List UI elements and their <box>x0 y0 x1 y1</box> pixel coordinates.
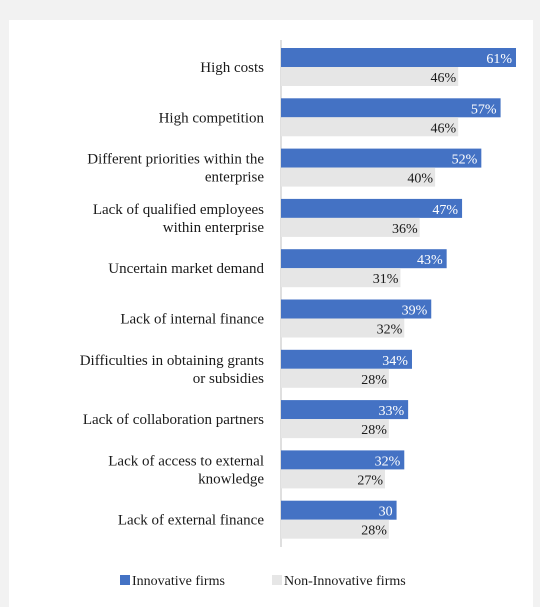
legend-label-non-innovative: Non-Innovative firms <box>284 574 406 589</box>
data-label-innovative: 33% <box>378 404 404 419</box>
data-label-non-innovative: 27% <box>357 473 383 488</box>
bar-non-innovative <box>281 368 389 388</box>
data-label-innovative: 43% <box>417 253 443 268</box>
bar-innovative <box>281 98 501 118</box>
data-label-non-innovative: 36% <box>392 222 418 237</box>
bar-non-innovative <box>281 268 401 288</box>
data-label-non-innovative: 28% <box>361 373 387 388</box>
category-label: or subsidies <box>193 371 264 387</box>
bar-innovative <box>281 400 409 420</box>
cropped-title-fragment <box>0 0 540 20</box>
bar-non-innovative <box>281 469 386 489</box>
bar-innovative <box>281 500 397 520</box>
category-label: knowledge <box>198 471 264 487</box>
data-label-innovative: 57% <box>471 102 497 117</box>
category-label: Lack of collaboration partners <box>83 412 264 428</box>
category-label: Lack of internal finance <box>120 312 264 328</box>
bar-innovative <box>281 450 405 470</box>
bar-innovative <box>281 48 516 67</box>
bar-non-innovative <box>281 318 405 338</box>
bar-non-innovative <box>281 217 420 237</box>
bar-non-innovative <box>281 67 459 86</box>
category-label: Uncertain market demand <box>108 261 264 277</box>
data-label-innovative: 30 <box>379 505 393 520</box>
data-label-innovative: 39% <box>402 304 428 319</box>
bar-non-innovative <box>281 117 459 137</box>
data-label-non-innovative: 32% <box>377 323 403 338</box>
bar-innovative <box>281 198 463 218</box>
data-label-innovative: 47% <box>432 203 458 218</box>
legend-swatch-innovative <box>120 575 130 585</box>
category-label: Lack of access to external <box>108 453 264 469</box>
bar-innovative <box>281 249 447 269</box>
bar-innovative <box>281 349 412 369</box>
category-label: High costs <box>200 60 264 76</box>
legend-swatch-non-innovative <box>272 575 282 585</box>
bar-innovative <box>281 148 482 168</box>
data-label-innovative: 34% <box>382 354 408 369</box>
category-label: High competition <box>159 110 265 126</box>
bar-non-innovative <box>281 419 389 439</box>
category-label: Different priorities within the <box>87 152 264 168</box>
category-label: Lack of qualified employees <box>93 202 264 218</box>
data-label-non-innovative: 46% <box>431 71 457 86</box>
data-label-non-innovative: 40% <box>407 172 433 187</box>
category-label: Difficulties in obtaining grants <box>80 353 264 369</box>
data-label-non-innovative: 28% <box>361 524 387 539</box>
data-label-non-innovative: 31% <box>373 272 399 287</box>
bar-innovative <box>281 299 432 319</box>
category-label: within enterprise <box>163 220 265 236</box>
legend-label-innovative: Innovative firms <box>132 574 225 589</box>
category-label: enterprise <box>205 170 264 186</box>
bar-non-innovative <box>281 167 436 187</box>
data-label-innovative: 52% <box>452 153 478 168</box>
data-label-non-innovative: 46% <box>431 121 457 136</box>
data-label-non-innovative: 28% <box>361 423 387 438</box>
category-label: Lack of external finance <box>118 513 265 529</box>
bar-non-innovative <box>281 519 389 539</box>
data-label-innovative: 61% <box>486 52 512 67</box>
data-label-innovative: 32% <box>375 454 401 469</box>
